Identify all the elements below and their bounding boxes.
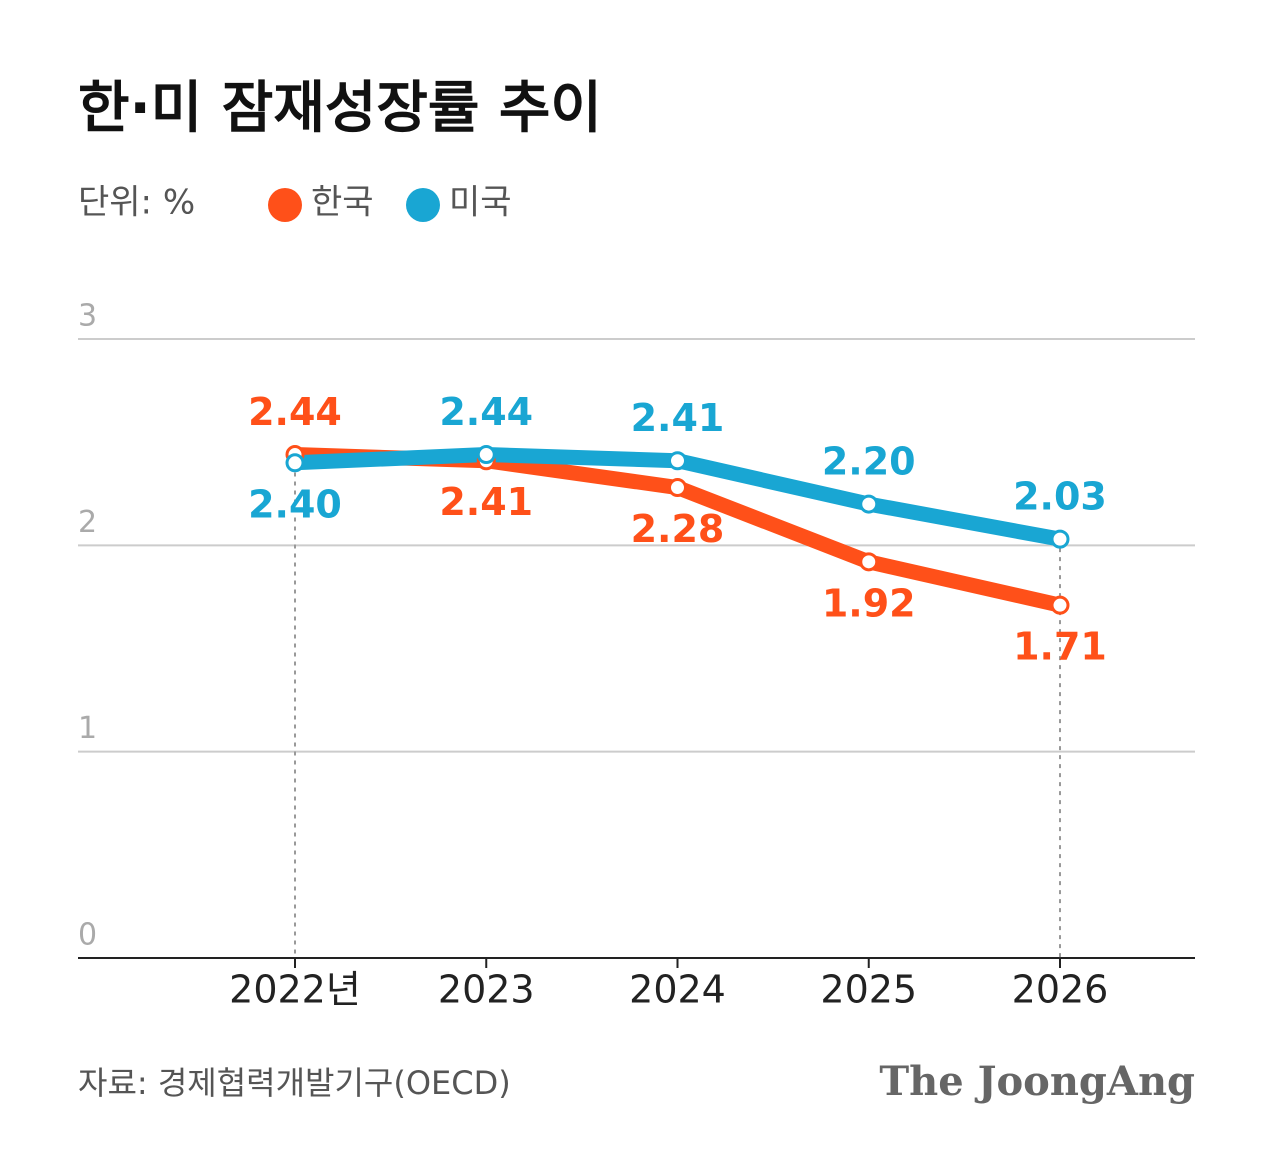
x-tick-label: 2025 (820, 968, 917, 1012)
data-label: 1.71 (1013, 625, 1107, 669)
legend-label: 한국 (311, 183, 374, 223)
data-point (859, 552, 879, 572)
logo: The JoongAng (879, 1058, 1195, 1105)
data-label: 1.92 (822, 581, 916, 625)
unit-label: 단위: % (78, 183, 195, 223)
data-label: 2.20 (822, 440, 916, 484)
source: 자료: 경제협력개발기구(OECD) (78, 1064, 511, 1102)
legend-marker (406, 188, 440, 222)
data-label: 2.40 (248, 482, 342, 526)
data-label: 2.41 (631, 396, 725, 440)
data-label: 2.03 (1013, 475, 1107, 519)
data-label: 2.44 (439, 390, 533, 434)
x-tick-label: 2022년 (229, 968, 361, 1012)
data-point (1050, 529, 1070, 549)
x-tick-label: 2023 (438, 968, 535, 1012)
x-tick-label: 2026 (1012, 968, 1109, 1012)
legend-marker (268, 188, 302, 222)
y-tick-label: 1 (78, 711, 97, 746)
y-tick-label: 2 (78, 505, 97, 540)
data-point (668, 451, 687, 471)
y-tick-label: 0 (78, 918, 97, 953)
legend-label: 미국 (449, 183, 512, 223)
chart-title: 한·미 잠재성장률 추이 (78, 76, 602, 141)
x-tick-label: 2024 (629, 968, 726, 1012)
data-point (859, 494, 879, 514)
data-point (1050, 595, 1070, 615)
data-label: 2.41 (439, 480, 533, 524)
data-label: 2.44 (248, 390, 342, 434)
data-point (476, 445, 496, 465)
data-point (285, 453, 305, 473)
data-point (668, 478, 687, 498)
y-tick-label: 3 (78, 299, 97, 334)
data-label: 2.28 (631, 507, 725, 551)
